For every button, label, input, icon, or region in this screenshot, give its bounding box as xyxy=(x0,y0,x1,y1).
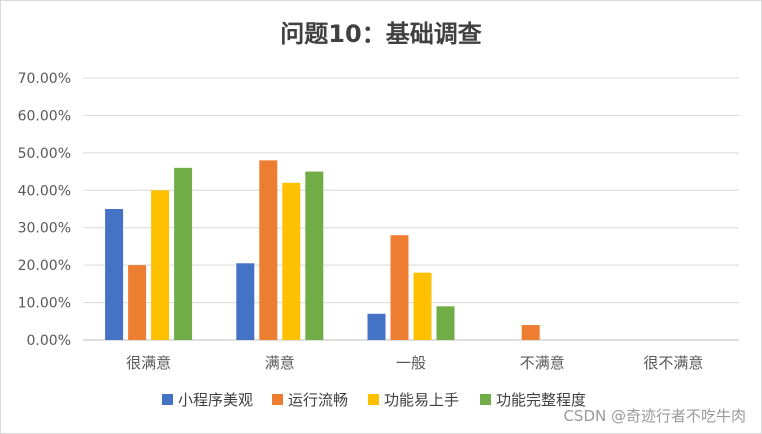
x-category-label: 满意 xyxy=(265,354,295,372)
x-category-label: 不满意 xyxy=(520,354,565,372)
legend-label: 小程序美观 xyxy=(178,391,253,409)
x-category-label: 很满意 xyxy=(126,354,171,372)
bar xyxy=(174,168,192,340)
bar xyxy=(391,235,409,340)
bar xyxy=(105,209,123,340)
bar xyxy=(128,265,146,340)
y-tick-label: 20.00% xyxy=(18,258,71,274)
y-tick-label: 40.00% xyxy=(18,183,71,199)
bars xyxy=(105,160,540,340)
legend: 小程序美观 运行流畅 功能易上手 功能完整程度 xyxy=(162,391,586,409)
bar xyxy=(522,325,540,340)
y-tick-label: 10.00% xyxy=(18,296,71,312)
bar xyxy=(259,160,277,340)
bar xyxy=(305,172,323,340)
bar xyxy=(437,306,455,340)
x-category-label: 一般 xyxy=(396,354,426,372)
legend-swatch xyxy=(368,394,379,405)
legend-swatch xyxy=(272,394,283,405)
y-tick-label: 50.00% xyxy=(18,146,71,162)
bar xyxy=(368,314,386,340)
legend-label: 功能易上手 xyxy=(384,391,459,409)
legend-swatch xyxy=(480,394,491,405)
y-tick-label: 30.00% xyxy=(18,221,71,237)
x-axis-categories: 很满意 满意 一般 不满意 很不满意 xyxy=(126,354,703,372)
watermark-text: CSDN @奇迹行者不吃牛肉 xyxy=(563,407,746,425)
legend-swatch xyxy=(162,394,173,405)
bar xyxy=(151,190,169,340)
bar xyxy=(236,263,254,340)
bar xyxy=(414,273,432,340)
legend-label: 运行流畅 xyxy=(288,391,348,409)
y-axis-ticks: 0.00% 10.00% 20.00% 30.00% 40.00% 50.00% 60.00… xyxy=(18,71,71,349)
bar xyxy=(282,183,300,340)
x-category-label: 很不满意 xyxy=(643,354,703,372)
chart-title: 问题10：基础调查 xyxy=(280,20,481,48)
y-tick-label: 70.00% xyxy=(18,71,71,87)
y-tick-label: 60.00% xyxy=(18,108,71,124)
y-tick-label: 0.00% xyxy=(27,333,71,349)
